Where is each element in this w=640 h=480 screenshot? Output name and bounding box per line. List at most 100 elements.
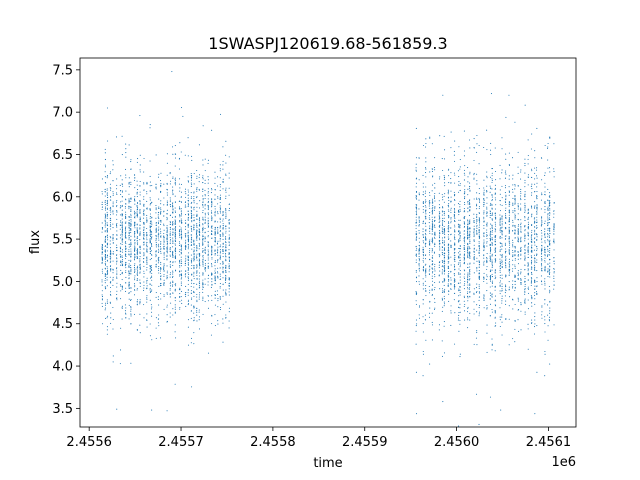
data-point <box>196 299 198 301</box>
data-point <box>174 181 176 184</box>
data-point <box>491 285 493 287</box>
data-point <box>174 227 176 230</box>
data-point <box>193 229 195 231</box>
data-point <box>101 279 103 281</box>
data-point <box>499 229 501 231</box>
data-point <box>169 255 171 257</box>
data-point <box>491 219 493 221</box>
data-point <box>483 194 485 196</box>
data-point <box>166 293 168 295</box>
data-point <box>121 228 124 230</box>
data-point <box>169 312 171 314</box>
data-point <box>128 287 130 289</box>
data-point <box>191 297 193 299</box>
data-point <box>124 253 126 255</box>
data-point <box>486 225 488 227</box>
data-point <box>172 146 174 148</box>
data-point <box>463 208 465 210</box>
data-point <box>486 206 488 208</box>
data-point <box>214 272 216 275</box>
data-point <box>478 313 480 315</box>
data-point <box>166 306 168 308</box>
data-point <box>174 236 176 238</box>
data-point <box>415 270 417 272</box>
data-point <box>163 268 165 270</box>
data-point <box>204 195 206 197</box>
data-point <box>463 225 466 228</box>
data-point <box>459 253 461 255</box>
data-point <box>501 266 503 268</box>
data-point <box>491 241 493 244</box>
data-point <box>207 274 210 276</box>
data-point <box>112 276 114 278</box>
data-point <box>169 266 171 268</box>
data-point <box>494 244 497 246</box>
data-point <box>150 265 152 267</box>
data-point <box>463 300 465 302</box>
data-point <box>211 189 213 191</box>
data-point <box>429 171 431 173</box>
data-point <box>467 288 469 290</box>
data-point <box>136 253 138 256</box>
data-point <box>106 203 108 205</box>
data-point <box>415 281 418 283</box>
data-point <box>478 218 481 220</box>
data-point <box>222 283 224 285</box>
data-point <box>495 322 497 324</box>
data-point <box>139 299 141 301</box>
data-point <box>476 143 478 145</box>
data-point <box>433 209 436 211</box>
data-point <box>170 206 172 208</box>
data-point <box>453 195 456 197</box>
data-point <box>166 203 168 205</box>
data-point <box>198 233 201 235</box>
data-point <box>143 157 145 160</box>
data-point <box>136 180 138 182</box>
data-point <box>151 339 153 341</box>
data-point <box>438 281 440 283</box>
data-point <box>207 257 209 259</box>
data-point <box>219 113 222 115</box>
data-point <box>202 223 204 225</box>
data-point <box>116 205 118 207</box>
data-point <box>179 296 181 298</box>
data-point <box>143 241 145 243</box>
data-point <box>512 249 514 252</box>
data-point <box>505 170 507 172</box>
data-point <box>447 234 450 236</box>
data-point <box>438 178 441 180</box>
data-point <box>159 220 161 222</box>
data-point <box>512 251 514 253</box>
data-point <box>491 196 493 198</box>
data-point <box>166 174 168 176</box>
data-point <box>439 135 441 137</box>
data-point <box>130 225 132 227</box>
data-point <box>191 280 193 282</box>
data-point <box>125 203 127 205</box>
data-point <box>443 225 445 228</box>
data-point <box>217 272 219 274</box>
data-point <box>196 234 198 236</box>
data-point <box>211 201 213 203</box>
data-point <box>422 331 424 333</box>
data-point <box>172 228 174 231</box>
data-point <box>136 229 138 231</box>
data-point <box>454 239 456 241</box>
data-point <box>463 150 466 152</box>
data-point <box>418 157 420 159</box>
data-point <box>196 311 198 313</box>
data-point <box>505 300 507 302</box>
data-point <box>155 240 157 242</box>
data-point <box>110 317 112 319</box>
data-point <box>130 220 132 222</box>
data-point <box>134 253 136 255</box>
data-point <box>486 260 488 262</box>
data-point <box>486 282 488 284</box>
data-point <box>490 275 492 277</box>
data-point <box>149 335 151 337</box>
data-point <box>425 206 427 208</box>
data-point <box>494 235 496 237</box>
data-point <box>130 299 132 302</box>
data-point <box>101 191 103 193</box>
data-point <box>191 184 193 186</box>
